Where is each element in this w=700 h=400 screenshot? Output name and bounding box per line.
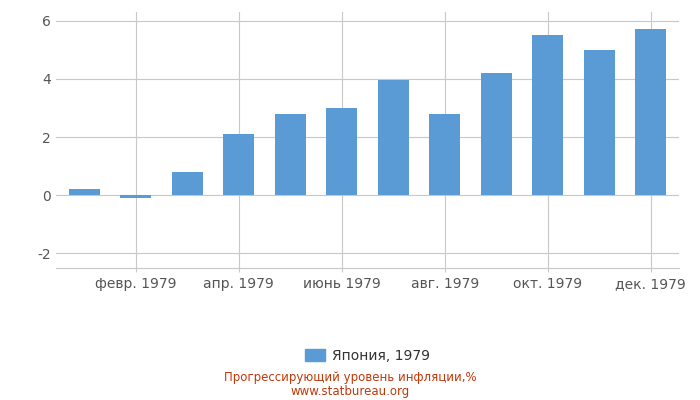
Bar	[223, 134, 254, 195]
Bar	[275, 114, 306, 195]
Bar	[429, 114, 460, 195]
Text: Прогрессирующий уровень инфляции,%: Прогрессирующий уровень инфляции,%	[224, 372, 476, 384]
Bar	[172, 172, 203, 195]
Bar	[635, 30, 666, 195]
Bar	[532, 35, 564, 195]
Bar	[120, 195, 151, 198]
Text: www.statbureau.org: www.statbureau.org	[290, 385, 410, 398]
Bar	[481, 73, 512, 195]
Bar	[378, 80, 409, 195]
Bar	[69, 190, 100, 195]
Bar	[326, 108, 357, 195]
Bar	[584, 50, 615, 195]
Legend: Япония, 1979: Япония, 1979	[299, 344, 436, 368]
